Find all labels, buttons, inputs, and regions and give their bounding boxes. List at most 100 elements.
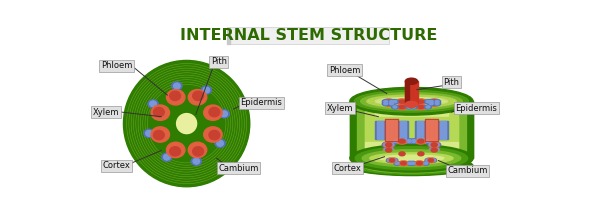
- Ellipse shape: [428, 159, 433, 162]
- Ellipse shape: [393, 106, 397, 108]
- Ellipse shape: [424, 162, 428, 164]
- Ellipse shape: [162, 153, 172, 161]
- Ellipse shape: [428, 102, 435, 106]
- Ellipse shape: [203, 87, 209, 93]
- Ellipse shape: [128, 65, 245, 182]
- Ellipse shape: [399, 152, 405, 156]
- Ellipse shape: [383, 99, 394, 104]
- Ellipse shape: [164, 154, 170, 160]
- Ellipse shape: [390, 149, 394, 152]
- Ellipse shape: [154, 131, 164, 140]
- Ellipse shape: [170, 91, 181, 100]
- Ellipse shape: [426, 159, 430, 161]
- Ellipse shape: [391, 105, 398, 109]
- Ellipse shape: [430, 100, 433, 103]
- Ellipse shape: [133, 70, 241, 178]
- Ellipse shape: [193, 147, 203, 156]
- Ellipse shape: [188, 142, 207, 158]
- Ellipse shape: [407, 106, 411, 108]
- Ellipse shape: [417, 162, 422, 165]
- Ellipse shape: [423, 161, 429, 165]
- Ellipse shape: [221, 111, 227, 117]
- Ellipse shape: [412, 140, 416, 143]
- Ellipse shape: [144, 81, 229, 166]
- Ellipse shape: [386, 100, 392, 103]
- Bar: [436, 119, 437, 141]
- Ellipse shape: [410, 105, 417, 109]
- Ellipse shape: [193, 158, 199, 164]
- Ellipse shape: [435, 103, 439, 105]
- Ellipse shape: [426, 158, 436, 163]
- Ellipse shape: [361, 93, 462, 110]
- Bar: [439, 121, 448, 139]
- Ellipse shape: [406, 152, 413, 156]
- Text: Epidermis: Epidermis: [455, 104, 497, 113]
- Ellipse shape: [435, 143, 439, 146]
- Ellipse shape: [390, 143, 394, 146]
- Bar: [405, 81, 409, 104]
- Ellipse shape: [386, 102, 392, 105]
- Ellipse shape: [350, 144, 473, 172]
- Ellipse shape: [431, 143, 437, 147]
- Ellipse shape: [174, 83, 180, 89]
- Ellipse shape: [410, 100, 417, 104]
- Text: Cortex: Cortex: [334, 164, 361, 173]
- Text: Phloem: Phloem: [101, 61, 132, 70]
- Ellipse shape: [429, 142, 440, 148]
- Ellipse shape: [405, 78, 418, 84]
- Ellipse shape: [188, 90, 207, 105]
- Ellipse shape: [209, 108, 220, 117]
- Ellipse shape: [375, 97, 448, 105]
- Ellipse shape: [148, 100, 158, 108]
- Ellipse shape: [412, 106, 416, 108]
- Ellipse shape: [429, 99, 440, 104]
- Ellipse shape: [429, 101, 440, 106]
- Ellipse shape: [415, 99, 426, 104]
- Bar: [425, 119, 439, 141]
- Ellipse shape: [397, 151, 407, 157]
- Ellipse shape: [382, 143, 389, 147]
- Ellipse shape: [203, 87, 209, 93]
- Bar: [385, 119, 387, 141]
- Bar: [433, 119, 435, 141]
- Text: Xylem: Xylem: [326, 104, 353, 113]
- Ellipse shape: [124, 60, 250, 187]
- Ellipse shape: [434, 143, 440, 147]
- Ellipse shape: [435, 149, 439, 152]
- Ellipse shape: [434, 148, 440, 152]
- Ellipse shape: [389, 159, 395, 162]
- Ellipse shape: [415, 161, 424, 166]
- Ellipse shape: [393, 100, 397, 103]
- Ellipse shape: [397, 99, 407, 104]
- Ellipse shape: [170, 147, 181, 156]
- Bar: [388, 119, 389, 141]
- Ellipse shape: [202, 86, 211, 94]
- Ellipse shape: [146, 131, 152, 136]
- Ellipse shape: [407, 152, 411, 155]
- Bar: [394, 119, 395, 141]
- Text: Xylem: Xylem: [92, 108, 119, 117]
- Ellipse shape: [383, 142, 394, 148]
- Ellipse shape: [428, 143, 435, 147]
- Ellipse shape: [193, 91, 203, 100]
- Ellipse shape: [425, 152, 431, 156]
- Ellipse shape: [418, 100, 424, 103]
- Ellipse shape: [217, 141, 223, 146]
- Ellipse shape: [399, 100, 405, 103]
- Ellipse shape: [399, 105, 405, 109]
- Ellipse shape: [412, 100, 416, 103]
- Text: INTERNAL STEM STRUCTURE: INTERNAL STEM STRUCTURE: [181, 28, 438, 43]
- Bar: [398, 121, 407, 139]
- Ellipse shape: [219, 110, 229, 118]
- Ellipse shape: [426, 106, 430, 108]
- Ellipse shape: [151, 105, 170, 120]
- Bar: [425, 119, 427, 141]
- Ellipse shape: [356, 158, 467, 174]
- Ellipse shape: [382, 148, 389, 152]
- Ellipse shape: [405, 101, 418, 108]
- Ellipse shape: [215, 140, 225, 147]
- Ellipse shape: [434, 102, 440, 106]
- Bar: [357, 101, 466, 158]
- Bar: [377, 121, 383, 139]
- Ellipse shape: [172, 82, 182, 90]
